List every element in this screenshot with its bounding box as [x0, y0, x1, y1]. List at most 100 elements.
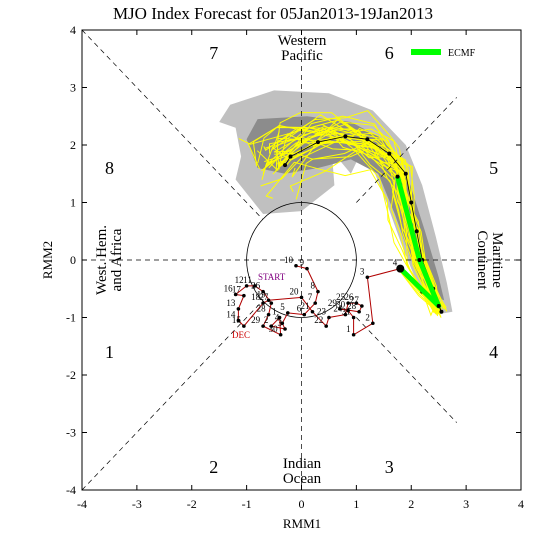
diagonal-guide — [81, 29, 263, 220]
observed-point — [294, 263, 298, 268]
start-label: START — [258, 272, 286, 282]
x-axis-label: RMM1 — [283, 516, 321, 531]
observed-point — [253, 284, 257, 288]
phase-label-5: 5 — [489, 158, 498, 178]
mean-point — [414, 229, 419, 234]
y-tick-label: -3 — [66, 426, 76, 440]
observed-day-label: 16 — [224, 284, 234, 294]
observed-day-label: 19 — [257, 289, 267, 299]
observed-day-label: 8 — [310, 281, 315, 291]
observed-day-label: 11 — [243, 275, 252, 285]
mean-point — [343, 134, 348, 139]
x-tick-label: -4 — [77, 497, 87, 511]
phase-label-2: 2 — [209, 457, 218, 477]
observed-day-label: 22 — [314, 315, 323, 325]
observed-day-label: 20 — [290, 286, 300, 296]
y-tick-label: 0 — [70, 253, 76, 267]
observed-point — [360, 304, 364, 308]
region-left-line1: West. Hem. — [94, 225, 110, 295]
region-bottom-line1: Indian — [283, 456, 322, 472]
observed-day-label: 27 — [350, 295, 360, 305]
x-tick-label: 0 — [299, 497, 305, 511]
y-tick-label: 1 — [70, 196, 76, 210]
observed-day-label: 3 — [360, 266, 365, 276]
ecmf-point — [436, 304, 441, 308]
x-tick-label: -1 — [242, 497, 252, 511]
observed-day-label: 26 — [344, 292, 354, 302]
observed-point — [277, 315, 282, 320]
observed-day-label: 7 — [308, 292, 313, 302]
phase-label-4: 4 — [489, 342, 498, 362]
observed-day-label: 13 — [226, 298, 236, 308]
observed-point — [346, 308, 350, 313]
mean-point — [387, 151, 392, 156]
observed-point — [299, 295, 304, 300]
observed-point — [371, 321, 375, 326]
observed-day-label: 2 — [365, 312, 370, 322]
observed-point — [357, 309, 361, 314]
observed-point — [261, 324, 265, 328]
region-left-line2: and Africa — [109, 228, 125, 291]
mean-point — [409, 200, 414, 205]
observed-day-label: 17 — [232, 285, 242, 295]
x-tick-label: 3 — [463, 497, 469, 511]
observed-point — [338, 307, 342, 311]
observed-day-label: 9 — [299, 258, 304, 268]
x-tick-label: -2 — [187, 497, 197, 511]
observed-day-label: 12 — [235, 275, 244, 285]
observed-day-label: 2 — [264, 315, 269, 325]
region-bottom: Indian Ocean — [283, 456, 322, 487]
observed-day-label: 4 — [393, 258, 398, 268]
y-tick-label: 3 — [70, 81, 76, 95]
month-label: DEC — [232, 330, 250, 340]
observed-point — [269, 301, 274, 305]
observed-point — [236, 307, 241, 311]
observed-day-label: 4 — [275, 312, 280, 322]
mean-point — [288, 154, 293, 159]
observed-point — [266, 312, 271, 317]
plume-member — [265, 161, 435, 317]
region-bottom-line2: Ocean — [283, 471, 322, 487]
observed-day-label: 28 — [257, 304, 267, 314]
observed-point — [244, 284, 249, 288]
observed-day-label: 27 — [259, 292, 269, 302]
observed-point — [280, 321, 285, 326]
observed-day-label: 30 — [336, 300, 346, 310]
observed-point — [346, 301, 350, 305]
chart-title: MJO Index Forecast for 05Jan2013-19Jan20… — [113, 4, 433, 23]
phase-label-6: 6 — [385, 43, 394, 63]
phase-guides — [81, 29, 521, 491]
observed-day-label: 3 — [278, 318, 283, 328]
y-tick-label: -2 — [66, 368, 76, 382]
mean-point — [283, 163, 288, 168]
observed-day-label: 14 — [226, 309, 236, 319]
mean-point — [439, 309, 444, 314]
observed-day-label: 1 — [272, 307, 277, 317]
observed-point — [236, 318, 241, 323]
observed-point — [351, 332, 356, 337]
observed-point — [310, 309, 315, 314]
region-left: West. Hem. and Africa — [94, 225, 125, 295]
observed-day-label: 10 — [284, 255, 294, 265]
ecmf-point — [395, 174, 400, 179]
observed-point — [242, 293, 246, 298]
observed-point — [327, 315, 331, 320]
observed-day-label: 28 — [347, 301, 357, 311]
observed-point — [278, 332, 283, 337]
observed-point — [365, 275, 370, 280]
observed-day-label: 18 — [251, 292, 261, 302]
phase-label-1: 1 — [105, 342, 114, 362]
observed-day-label: 23 — [317, 307, 327, 317]
observed-point — [313, 301, 318, 305]
y-tick-label: 4 — [70, 23, 76, 37]
plume-member — [261, 130, 440, 312]
phase-label-8: 8 — [105, 158, 114, 178]
mean-point — [403, 171, 408, 176]
observed-point — [396, 264, 405, 273]
x-tick-label: 4 — [518, 497, 524, 511]
observed-day-label: 15 — [232, 315, 242, 325]
observed-day-label: 1 — [346, 324, 351, 334]
mean-point — [365, 137, 370, 142]
